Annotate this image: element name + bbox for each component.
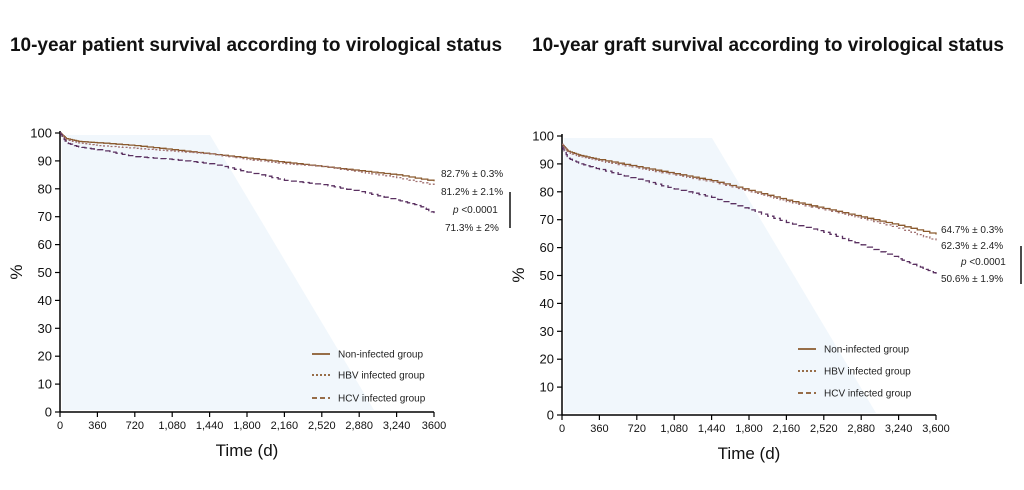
legend-label: HCV infected group	[338, 394, 426, 405]
x-tick-label: 360	[590, 423, 608, 435]
x-tick-label: 2,520	[810, 423, 838, 435]
x-tick-label: 1,080	[660, 423, 688, 435]
annotation-p-value: p <0.0001	[960, 257, 1006, 268]
annotation-hcv: 50.6% ± 1.9%	[941, 274, 1003, 285]
y-axis-label: %	[512, 267, 528, 282]
series-line-hcv-infected-group	[60, 132, 435, 214]
annotation-hcv: 71.3% ± 2%	[445, 223, 499, 234]
y-tick-label: 40	[540, 296, 554, 311]
x-tick-label: 3,240	[885, 423, 913, 435]
x-tick-label: 2,160	[271, 420, 299, 432]
x-tick-label: 3,240	[383, 420, 411, 432]
y-tick-label: 0	[547, 408, 554, 423]
x-tick-label: 720	[126, 420, 144, 432]
x-tick-label: 0	[57, 420, 63, 432]
x-tick-label: 3,600	[922, 423, 950, 435]
y-tick-label: 20	[38, 349, 52, 364]
background-shade	[564, 138, 876, 413]
p-value-text: <0.0001	[459, 205, 499, 216]
annotation-non-infected: 82.7% ± 0.3%	[441, 169, 503, 180]
y-tick-label: 80	[540, 184, 554, 199]
x-tick-label: 2,880	[345, 420, 373, 432]
x-tick-label: 1,800	[233, 420, 261, 432]
legend-label: HBV infected group	[824, 367, 911, 378]
x-tick-label: 2,160	[773, 423, 801, 435]
x-tick-label: 1,080	[158, 420, 186, 432]
annotation-p-value: p <0.0001	[452, 205, 498, 216]
y-tick-label: 90	[540, 156, 554, 171]
y-tick-label: 0	[45, 405, 52, 420]
series-line-hbv-infected-group	[60, 132, 435, 186]
y-tick-label: 50	[540, 268, 554, 283]
y-tick-label: 90	[38, 153, 52, 168]
chart-title: 10-year patient survival according to vi…	[9, 35, 503, 56]
y-tick-label: 30	[540, 324, 554, 339]
x-axis-label: Time (d)	[216, 441, 279, 460]
y-tick-label: 70	[540, 212, 554, 227]
x-tick-label: 1,440	[196, 420, 224, 432]
legend-label: Non-infected group	[824, 345, 909, 356]
y-tick-label: 40	[38, 293, 52, 308]
x-tick-label: 3600	[422, 420, 446, 432]
plot-area: 0 10 20 30 40 50 60 70 80 90 100 0 360 720 1,080 1,440 1…	[7, 126, 511, 460]
y-tick-label: 10	[38, 377, 52, 392]
y-tick-label: 20	[540, 352, 554, 367]
y-axis-label: %	[7, 264, 26, 279]
legend-label: HBV infected group	[338, 371, 425, 382]
legend-label: Non-infected group	[338, 350, 423, 361]
graft-survival-chart: 0 10 20 30 40 50 60 70 80 90 100 0 360 720 1,080 1,440 1…	[512, 129, 1022, 463]
y-tick-label: 100	[30, 126, 52, 141]
y-tick-label: 100	[532, 129, 554, 144]
graft-survival-panel: 10-year graft survival according to viro…	[512, 0, 1024, 490]
x-tick-label: 2,880	[847, 423, 875, 435]
series-line-hbv-infected-group	[562, 143, 937, 242]
x-tick-label: 1,800	[735, 423, 763, 435]
series-line-non-infected-group	[562, 143, 937, 235]
legend-label: HCV infected group	[824, 389, 912, 400]
chart-title: 10-year graft survival according to viro…	[532, 35, 1004, 56]
patient-survival-panel: 10-year patient survival according to vi…	[7, 35, 511, 460]
x-tick-label: 2,520	[308, 420, 336, 432]
background-shade	[62, 135, 374, 410]
annotation-non-infected: 64.7% ± 0.3%	[941, 225, 1003, 236]
x-tick-label: 360	[88, 420, 106, 432]
x-tick-label: 720	[628, 423, 646, 435]
y-tick-label: 70	[38, 209, 52, 224]
y-tick-label: 30	[38, 321, 52, 336]
p-symbol: p	[452, 205, 459, 216]
x-tick-label: 1,440	[698, 423, 726, 435]
p-symbol: p	[960, 257, 967, 268]
y-tick-label: 60	[38, 237, 52, 252]
x-axis-label: Time (d)	[718, 444, 781, 463]
p-value-text: <0.0001	[967, 257, 1007, 268]
patient-survival-chart: 0 10 20 30 40 50 60 70 80 90 100 0 360 720 1,080 1,440 1…	[7, 126, 511, 460]
y-tick-label: 60	[540, 240, 554, 255]
plot-area: 0 10 20 30 40 50 60 70 80 90 100 0 360 720 1,080 1,440 1…	[512, 129, 1022, 463]
series-line-hcv-infected-group	[562, 146, 937, 274]
y-tick-label: 10	[540, 380, 554, 395]
annotation-hbv: 81.2% ± 2.1%	[441, 187, 503, 198]
y-tick-label: 50	[38, 265, 52, 280]
y-tick-label: 80	[38, 181, 52, 196]
annotation-hbv: 62.3% ± 2.4%	[941, 241, 1003, 252]
x-tick-label: 0	[559, 423, 565, 435]
